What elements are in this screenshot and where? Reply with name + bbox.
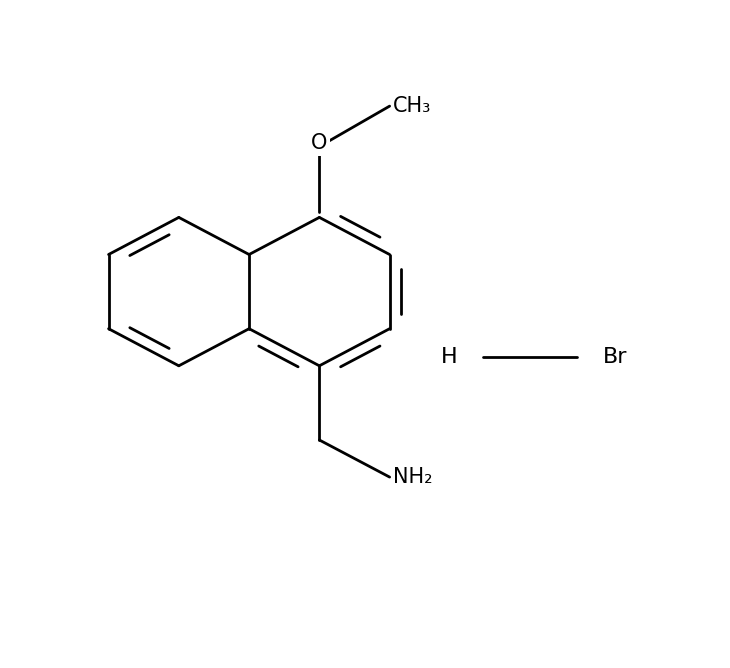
Text: O: O [311,133,328,153]
Text: Br: Br [603,347,627,367]
Text: H: H [440,347,457,367]
Text: CH₃: CH₃ [393,96,431,116]
Text: NH₂: NH₂ [393,467,433,487]
